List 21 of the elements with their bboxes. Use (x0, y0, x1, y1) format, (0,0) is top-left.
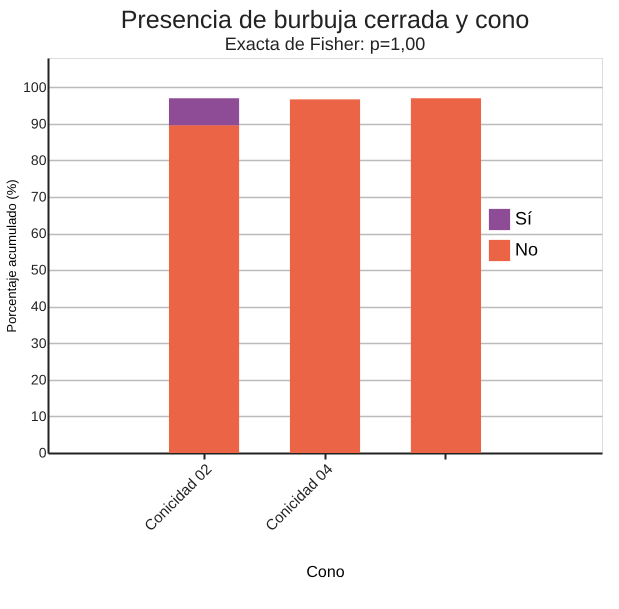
y-axis-title: Porcentaje acumulado (%) (4, 179, 20, 333)
y-tick-label: 100 (23, 78, 47, 95)
x-axis-title: Cono (306, 564, 345, 582)
legend-label: No (515, 240, 538, 260)
bar (168, 98, 240, 126)
y-tick-label: 10 (30, 408, 47, 424)
legend-label: Sí (515, 208, 532, 228)
y-tick-label: 0 (38, 444, 47, 460)
chart-subtitle: Exacta de Fisher: p=1,00 (224, 34, 426, 54)
y-tick-label: 70 (30, 188, 47, 204)
y-tick-label: 80 (30, 152, 47, 168)
y-tick-label: 60 (30, 225, 47, 242)
chart-title: Presencia de burbuja cerrada y cono (120, 6, 530, 34)
y-tick-label: 20 (30, 371, 47, 388)
y-tick-label: 90 (30, 115, 47, 132)
bar (290, 99, 360, 453)
y-tick-label: 50 (30, 262, 47, 278)
y-tick-label: 30 (30, 334, 47, 351)
bar (410, 98, 482, 453)
y-tick-label: 40 (30, 298, 47, 314)
bar (168, 125, 240, 453)
